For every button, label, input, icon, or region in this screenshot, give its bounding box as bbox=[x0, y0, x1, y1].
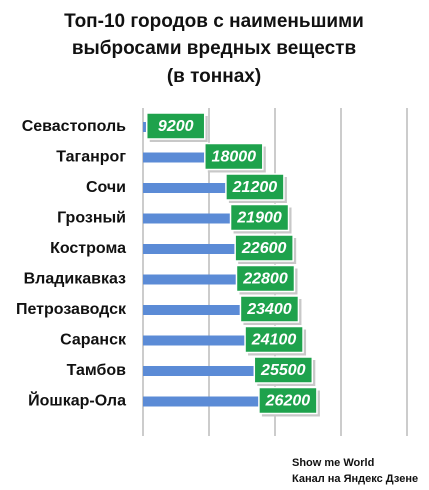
value-label-box bbox=[258, 386, 318, 415]
chart-title: (в тоннах) bbox=[167, 66, 261, 87]
value-label-box bbox=[253, 356, 314, 384]
value-label-box bbox=[235, 264, 296, 293]
bar bbox=[143, 152, 262, 163]
bar bbox=[143, 396, 316, 407]
value-label-box bbox=[145, 112, 206, 140]
footer: Show me World bbox=[292, 457, 374, 469]
y-tick-label: Грозный bbox=[57, 210, 126, 227]
y-tick-label: Севастополь bbox=[22, 118, 126, 135]
value-label: 25500 bbox=[260, 362, 306, 379]
value-label-box bbox=[225, 173, 285, 201]
bar bbox=[143, 183, 283, 193]
value-label: 22800 bbox=[242, 271, 288, 288]
value-label: 21200 bbox=[232, 179, 278, 196]
value-label: 9200 bbox=[158, 118, 194, 135]
y-tick-label: Сочи bbox=[86, 179, 126, 196]
chart-title: Топ-10 городов с наименьшими bbox=[64, 11, 364, 32]
y-tick-label: Йошкар-Ола bbox=[28, 391, 126, 410]
value-label: 18000 bbox=[212, 149, 257, 166]
bar bbox=[143, 335, 303, 346]
footer: Канал на Яндекс Дзене bbox=[292, 473, 418, 485]
value-label-box bbox=[229, 203, 290, 232]
value-label: 26200 bbox=[265, 393, 311, 410]
bar bbox=[143, 213, 288, 224]
bar bbox=[143, 366, 312, 376]
value-label: 24100 bbox=[251, 332, 297, 349]
y-tick-label: Тамбов bbox=[67, 362, 127, 379]
value-label-box bbox=[244, 325, 304, 354]
chart-title: выбросами вредных веществ bbox=[72, 38, 356, 59]
value-label: 22600 bbox=[241, 240, 287, 257]
value-label-box bbox=[234, 234, 294, 262]
value-label-box bbox=[239, 295, 300, 323]
value-label: 23400 bbox=[246, 301, 292, 318]
y-tick-label: Петрозаводск bbox=[16, 301, 127, 318]
bar bbox=[143, 305, 298, 315]
value-label-box bbox=[204, 142, 264, 171]
value-label: 21900 bbox=[236, 210, 282, 227]
bar bbox=[143, 274, 294, 285]
y-tick-label: Владикавказ bbox=[24, 271, 126, 288]
y-tick-label: Саранск bbox=[60, 332, 127, 349]
bar bbox=[143, 244, 293, 254]
y-tick-label: Кострома bbox=[50, 240, 126, 257]
y-tick-label: Таганрог bbox=[56, 149, 126, 166]
